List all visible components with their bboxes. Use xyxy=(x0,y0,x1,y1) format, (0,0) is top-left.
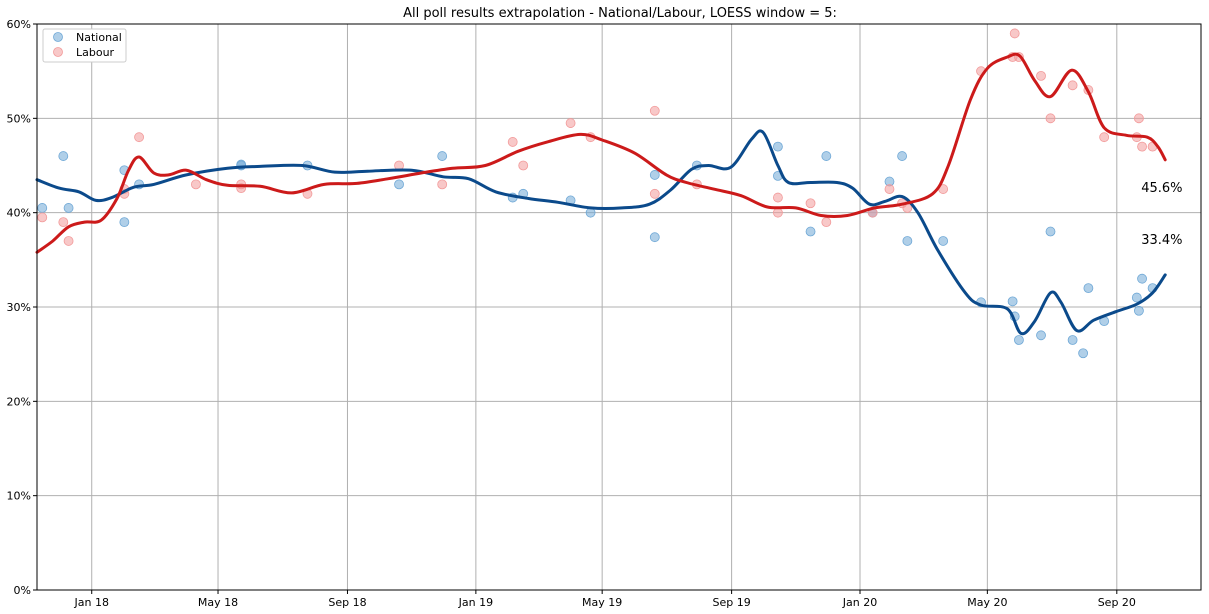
x-tick-label: Sep 20 xyxy=(1098,596,1136,609)
poll-point-national xyxy=(1134,305,1144,316)
poll-point-national xyxy=(437,151,448,161)
x-tick-label: Sep 19 xyxy=(712,596,750,609)
poll-point-national xyxy=(649,232,660,243)
poll-point-labour xyxy=(1009,28,1020,39)
x-tick-label: Jan 20 xyxy=(842,596,877,609)
poll-point-labour xyxy=(37,212,48,223)
legend-box xyxy=(42,28,127,63)
axis-ticks: 0% 10% 20% 30% 40% 50% 60% Jan 18 May 18 Sep 18 Ja… xyxy=(7,18,1136,609)
poll-point-national xyxy=(902,236,913,246)
grid-lines xyxy=(37,23,1201,591)
poll-point-labour xyxy=(649,188,660,199)
trend-line-labour xyxy=(35,52,1167,254)
poll-point-national xyxy=(1137,273,1147,284)
poll-point-national xyxy=(773,141,783,152)
poll-point-labour xyxy=(191,179,201,190)
poll-point-national xyxy=(58,151,69,161)
poll-point-labour xyxy=(1045,113,1056,124)
poll-point-labour xyxy=(1099,132,1110,143)
legend-label-labour: Labour xyxy=(76,46,115,59)
data-points xyxy=(37,28,1158,359)
poll-point-labour xyxy=(773,192,783,203)
y-tick-label: 0% xyxy=(14,584,31,597)
y-tick-label: 60% xyxy=(7,18,31,31)
poll-point-national xyxy=(1067,335,1078,345)
poll-point-labour xyxy=(58,217,69,228)
poll-point-national xyxy=(821,151,832,161)
poll-point-labour xyxy=(805,198,816,209)
legend-marker-labour xyxy=(53,47,63,57)
legend-label-national: National xyxy=(76,31,122,44)
y-tick-label: 50% xyxy=(7,112,31,125)
end-labels: 33.4% 45.6% xyxy=(1141,181,1182,248)
poll-point-labour xyxy=(437,179,448,190)
poll-point-labour xyxy=(63,236,74,246)
poll-point-labour xyxy=(773,207,783,218)
x-tick-label: Sep 18 xyxy=(328,596,366,609)
y-tick-label: 30% xyxy=(7,301,31,314)
poll-point-labour xyxy=(1137,141,1147,152)
poll-point-national xyxy=(1078,348,1089,359)
poll-point-national xyxy=(37,203,48,213)
trend-lines xyxy=(35,52,1167,336)
poll-point-labour xyxy=(518,160,529,171)
y-tick-label: 40% xyxy=(7,207,31,220)
poll-point-national xyxy=(1045,226,1056,237)
poll-point-labour xyxy=(134,132,144,143)
poll-point-national xyxy=(1007,296,1018,307)
poll-point-national xyxy=(1036,330,1046,341)
poll-point-national xyxy=(63,203,74,213)
poll-point-national xyxy=(1014,335,1024,345)
poll-point-labour xyxy=(821,217,832,228)
legend-marker-national xyxy=(53,32,63,42)
poll-point-national xyxy=(938,236,949,246)
poll-point-national xyxy=(1083,283,1094,294)
x-tick-label: May 20 xyxy=(967,596,1007,609)
poll-point-labour xyxy=(884,184,895,194)
x-tick-label: Jan 18 xyxy=(74,596,109,609)
poll-point-national xyxy=(394,179,404,190)
poll-point-national xyxy=(119,217,130,228)
y-tick-label: 10% xyxy=(7,490,31,503)
poll-point-national xyxy=(897,151,908,161)
chart-title: All poll results extrapolation - Nationa… xyxy=(403,6,837,21)
poll-point-labour xyxy=(565,118,576,128)
end-label-labour: 45.6% xyxy=(1141,181,1182,196)
poll-point-national xyxy=(1131,292,1142,303)
x-tick-label: Jan 19 xyxy=(458,596,493,609)
trend-line-national xyxy=(35,129,1167,336)
x-tick-label: May 19 xyxy=(582,596,622,609)
poll-point-national xyxy=(649,170,660,180)
y-tick-label: 20% xyxy=(7,395,31,408)
poll-point-labour xyxy=(507,137,518,147)
legend: National Labour xyxy=(42,28,127,63)
poll-point-national xyxy=(805,226,816,237)
poll-point-labour xyxy=(1067,80,1078,91)
x-tick-label: May 18 xyxy=(198,596,238,609)
poll-point-labour xyxy=(1134,113,1144,124)
end-label-national: 33.4% xyxy=(1141,233,1182,248)
poll-point-labour xyxy=(1036,70,1046,81)
poll-point-labour xyxy=(649,105,660,116)
